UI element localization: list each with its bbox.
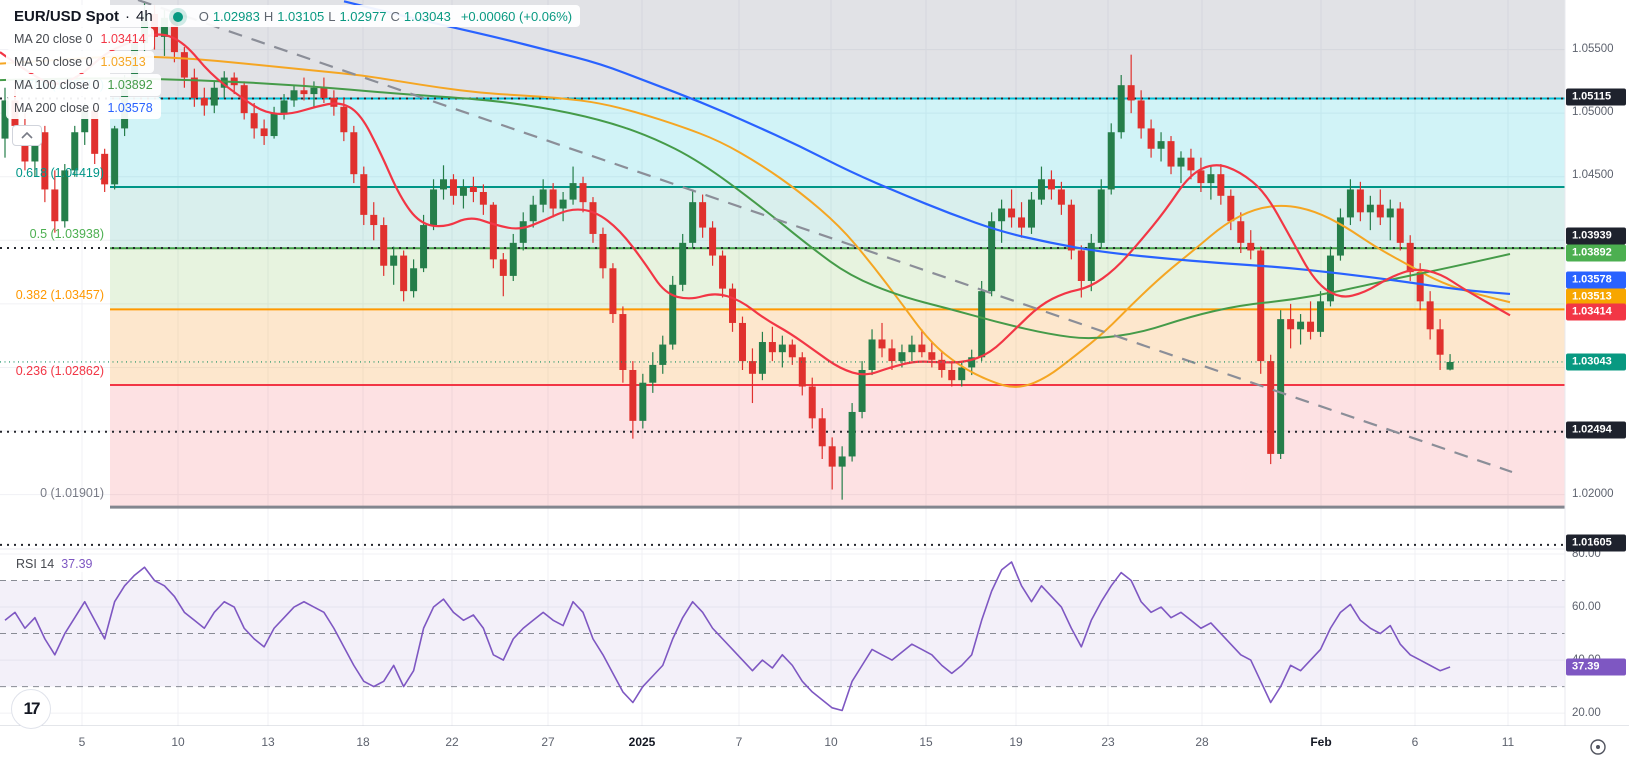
price-badge-1.03892: 1.03892 xyxy=(1566,244,1626,262)
symbol-name[interactable]: EUR/USD Spot xyxy=(14,8,119,25)
axis-label-1.05500: 1.05500 xyxy=(1572,43,1614,55)
fib-lines-layer xyxy=(110,97,1565,509)
ma-20-value: 1.03414 xyxy=(100,31,146,46)
ma-100-legend-row[interactable]: MA 100 close 0 1.03892 xyxy=(6,74,161,96)
time-label-2025: 2025 xyxy=(628,735,656,749)
time-label-5: 5 xyxy=(78,735,86,749)
rsi-legend[interactable]: RSI 14 37.39 xyxy=(10,556,99,572)
fib-label-0.5: 0.5 (1.03938) xyxy=(29,227,104,242)
time-label-23: 23 xyxy=(1101,735,1115,749)
time-label-6: 6 xyxy=(1411,735,1419,749)
rsi-value: 37.39 xyxy=(61,557,93,571)
ma-line-ma-20 xyxy=(0,33,1511,376)
circle-dot-icon xyxy=(1590,739,1606,755)
time-label-15: 15 xyxy=(919,735,933,749)
time-label-11: 11 xyxy=(1501,735,1515,749)
time-label-Feb: Feb xyxy=(1310,735,1332,749)
price-badge-1.05115: 1.05115 xyxy=(1566,88,1626,106)
time-label-13: 13 xyxy=(261,735,275,749)
price-badge-1.03414: 1.03414 xyxy=(1566,303,1626,321)
grid-layer xyxy=(0,0,1565,726)
time-axis[interactable]: 5 10 13 18 22 27 2025 7 10 15 19 23 28 Feb 6 11 xyxy=(0,726,1629,760)
ma-200-value: 1.03578 xyxy=(107,100,153,115)
fib-bands-layer xyxy=(110,0,1565,508)
price-axis[interactable]: 1.055001.050001.045001.0200080.0060.0040… xyxy=(1566,0,1629,726)
time-label-27: 27 xyxy=(541,735,555,749)
price-badge-1.03043: 1.03043 xyxy=(1566,353,1626,371)
legend-collapse-button[interactable] xyxy=(12,125,42,146)
timezone-clock-icon[interactable] xyxy=(1588,737,1608,757)
ma-20-label: MA 20 close 0 xyxy=(14,31,93,46)
price-badge-1.03578: 1.03578 xyxy=(1566,271,1626,289)
ma-50-legend-row[interactable]: MA 50 close 0 1.03513 xyxy=(6,51,154,73)
rsi-line xyxy=(4,561,1451,712)
descending-trendline xyxy=(137,0,1513,474)
price-badge-1.03939: 1.03939 xyxy=(1566,227,1626,245)
open-value: 1.02983 xyxy=(212,9,260,24)
ma-50-value: 1.03513 xyxy=(100,54,146,69)
ma-200-legend-row[interactable]: MA 200 close 0 1.03578 xyxy=(6,97,161,119)
price-badge-1.03513: 1.03513 xyxy=(1566,288,1626,306)
axis-label-20.00: 20.00 xyxy=(1572,707,1601,719)
title-separator: · xyxy=(125,8,130,25)
timeframe-label[interactable]: 4h xyxy=(136,8,153,25)
ma-line-ma-200 xyxy=(343,0,1511,296)
fib-label-0.236: 0.236 (1.02862) xyxy=(15,363,104,378)
ma-line-ma-50 xyxy=(0,55,1511,388)
rsi-label: RSI 14 xyxy=(16,557,55,571)
low-label: L xyxy=(328,9,336,24)
price-badge-1.02494: 1.02494 xyxy=(1566,421,1626,439)
time-label-22: 22 xyxy=(445,735,459,749)
axis-label-60.00: 60.00 xyxy=(1572,601,1601,613)
symbol-title-row[interactable]: EUR/USD Spot · 4h O 1.02983 H 1.03105 L 1.0… xyxy=(6,5,581,27)
close-label: C xyxy=(390,9,400,24)
low-value: 1.02977 xyxy=(339,9,387,24)
axis-label-1.05000: 1.05000 xyxy=(1572,106,1614,118)
fib-label-0.618: 0.618 (1.04419) xyxy=(15,166,104,181)
tradingview-logo-glyph: 17 xyxy=(23,699,41,718)
tradingview-logo[interactable]: 17 xyxy=(11,689,51,729)
symbol-legend: EUR/USD Spot · 4h O 1.02983 H 1.03105 L 1.0… xyxy=(6,5,581,146)
time-label-19: 19 xyxy=(1009,735,1023,749)
time-label-10: 10 xyxy=(824,735,838,749)
fib-label-0: 0 (1.01901) xyxy=(40,486,104,501)
ma-100-label: MA 100 close 0 xyxy=(14,77,100,92)
close-value: 1.03043 xyxy=(403,9,451,24)
ma-200-label: MA 200 close 0 xyxy=(14,100,100,115)
chevron-up-icon xyxy=(21,132,33,139)
ma-20-legend-row[interactable]: MA 20 close 0 1.03414 xyxy=(6,28,154,50)
ma-line-ma-100 xyxy=(0,77,1511,340)
price-change: +0.00060 (+0.06%) xyxy=(460,9,573,24)
fib-label-0.382: 0.382 (1.03457) xyxy=(15,288,104,303)
market-status-dot xyxy=(172,11,183,22)
high-label: H xyxy=(263,9,274,24)
price-badge-1.01605: 1.01605 xyxy=(1566,534,1626,552)
time-label-7: 7 xyxy=(735,735,743,749)
axis-label-1.02000: 1.02000 xyxy=(1572,488,1614,500)
moving-averages-layer xyxy=(0,0,1511,388)
ma-100-value: 1.03892 xyxy=(107,77,153,92)
time-label-18: 18 xyxy=(356,735,370,749)
time-label-28: 28 xyxy=(1195,735,1209,749)
key-levels-layer xyxy=(0,97,1565,546)
ohlc-readout: O 1.02983 H 1.03105 L 1.02977 C 1.03043 +0.0… xyxy=(199,9,572,24)
high-value: 1.03105 xyxy=(277,9,325,24)
axis-label-1.04500: 1.04500 xyxy=(1572,169,1614,181)
time-label-10: 10 xyxy=(171,735,185,749)
rsi-pane-layer xyxy=(0,561,1565,712)
price-badge-37.39: 37.39 xyxy=(1566,658,1626,676)
open-label: O xyxy=(198,9,209,24)
ma-50-label: MA 50 close 0 xyxy=(14,54,93,69)
